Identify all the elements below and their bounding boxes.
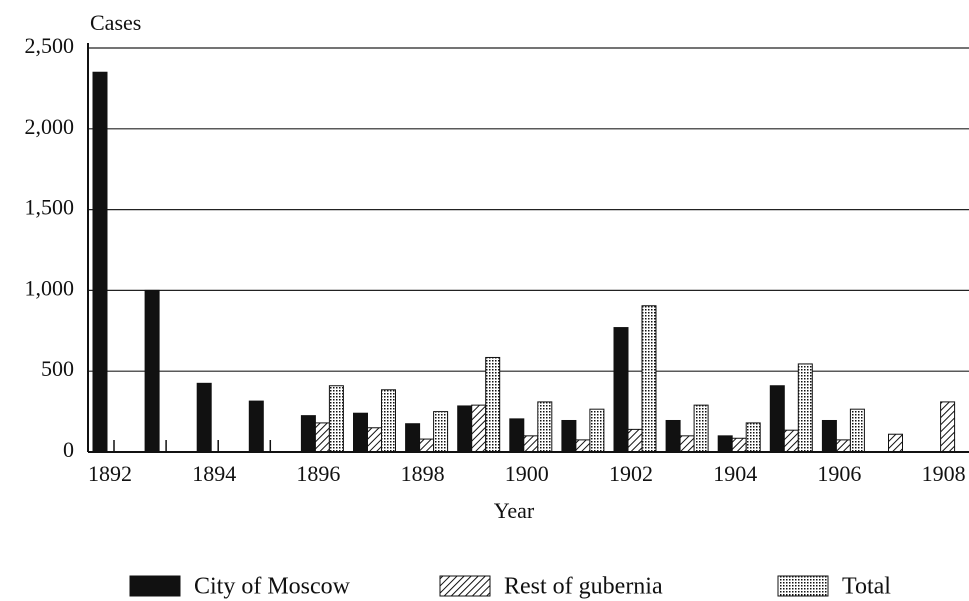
bar [457,405,473,453]
y-tick-label: 500 [41,356,74,381]
x-tick-label: 1906 [817,461,861,486]
bar [665,419,681,453]
legend-swatch [777,575,829,597]
bar [821,419,837,453]
bar [627,428,643,453]
bar [381,389,396,453]
bar [731,437,747,453]
bar [589,408,605,453]
bar [300,415,316,453]
bar [849,408,865,453]
x-tick-label: 1892 [88,461,132,486]
bar [144,289,160,453]
bar [405,423,421,453]
legend-label: Total [842,574,891,600]
x-tick-label: 1898 [401,461,445,486]
bar [328,385,344,453]
y-axis-title: Cases [90,10,141,35]
bar [561,419,577,453]
bar [745,422,761,453]
legend-label: Rest of gubernia [504,574,663,600]
x-tick-label: 1902 [609,461,653,486]
bar [471,404,487,453]
bar [769,385,785,453]
y-tick-label: 0 [63,437,74,462]
bar [196,382,212,453]
x-tick-label: 1896 [296,461,340,486]
y-tick-label: 2,500 [25,33,75,58]
legend-swatch [129,575,181,597]
bar [641,305,657,453]
bar [717,435,733,453]
bar [613,327,629,453]
bar [693,404,709,453]
bar [835,439,851,453]
y-tick-label: 2,000 [25,114,75,139]
bar [679,435,695,453]
bar [367,427,382,453]
legend-swatch [439,575,491,597]
bar [783,429,799,453]
bar [419,438,435,453]
y-tick-label: 1,500 [25,195,75,220]
bar [523,435,539,453]
x-tick-label: 1908 [922,461,966,486]
bar [314,422,330,453]
bar [485,356,501,453]
bar [353,412,368,453]
x-tick-label: 1900 [505,461,549,486]
y-tick-label: 1,000 [25,275,75,300]
bar [92,71,108,453]
bar [888,433,903,453]
bar [509,418,525,453]
x-axis-title: Year [494,498,535,523]
x-tick-label: 1894 [192,461,236,486]
x-tick-label: 1904 [713,461,757,486]
bar [537,401,553,453]
legend-label: City of Moscow [194,574,351,600]
bar [797,363,813,453]
bar [248,400,264,453]
bar [940,401,956,453]
bar [433,411,449,453]
bar [575,439,591,453]
